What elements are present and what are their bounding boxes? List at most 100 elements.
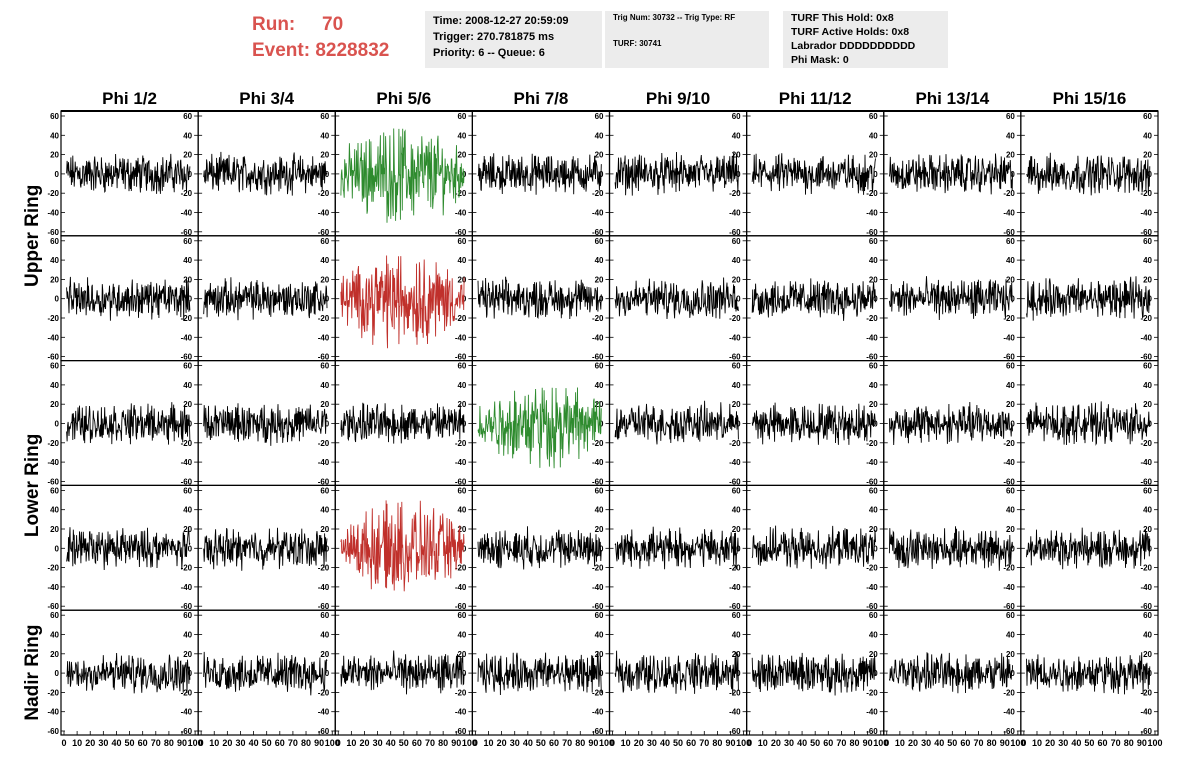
y-tick-label: -20 <box>729 439 741 448</box>
waveform-trace <box>203 527 328 571</box>
y-tick-label: 60 <box>732 611 741 620</box>
y-tick-label: -60 <box>1140 353 1152 362</box>
y-tick-label: -20 <box>181 314 193 323</box>
y-tick-label: -60 <box>181 353 193 362</box>
y-tick-label: -40 <box>318 333 330 342</box>
x-tick-label: 40 <box>660 738 670 748</box>
y-tick-label: -60 <box>47 727 59 736</box>
y-tick-label: 60 <box>1006 112 1015 121</box>
y-tick-label: -20 <box>729 688 741 697</box>
y-tick-label: 60 <box>869 362 878 371</box>
waveform-trace <box>888 153 1014 195</box>
y-tick-label: -40 <box>455 458 467 467</box>
y-tick-label: -60 <box>866 602 878 611</box>
column-label: Phi 5/6 <box>376 89 431 108</box>
run-event-block: Run: 70 Event: 8228832 <box>252 12 389 64</box>
y-tick-label: -40 <box>866 209 878 218</box>
x-tick-label: 70 <box>425 738 435 748</box>
x-tick-label: 80 <box>575 738 585 748</box>
column-label: Phi 1/2 <box>102 89 157 108</box>
x-tick-label: 40 <box>523 738 533 748</box>
y-tick-label: -20 <box>866 189 878 198</box>
y-tick-label: -40 <box>592 583 604 592</box>
y-tick-label: 60 <box>595 362 604 371</box>
waveform-trace <box>1026 152 1151 196</box>
x-tick-label: 90 <box>1000 738 1010 748</box>
y-tick-label: -20 <box>47 564 59 573</box>
turf-active-line: TURF Active Holds: 0x8 <box>791 26 910 38</box>
x-tick-label: 30 <box>647 738 657 748</box>
y-tick-label: -40 <box>729 333 741 342</box>
y-tick-label: -20 <box>1003 688 1015 697</box>
y-tick-label: 0 <box>55 544 60 553</box>
y-tick-label: -60 <box>1003 727 1015 736</box>
waveform-trace <box>66 153 191 194</box>
y-tick-label: 0 <box>325 544 330 553</box>
x-tick-label: 30 <box>373 738 383 748</box>
y-tick-label: 20 <box>1006 525 1015 534</box>
y-tick-label: -20 <box>866 688 878 697</box>
y-tick-label: 40 <box>869 131 878 140</box>
x-tick-label: 0 <box>884 738 889 748</box>
y-tick-label: 20 <box>1143 275 1152 284</box>
y-tick-label: -20 <box>455 189 467 198</box>
x-tick-label: 20 <box>85 738 95 748</box>
y-tick-label: -40 <box>181 333 193 342</box>
x-tick-label: 0 <box>1021 738 1026 748</box>
y-tick-label: 40 <box>50 381 59 390</box>
turf-info-box: TURF This Hold: 0x8 TURF Active Holds: 0… <box>783 11 948 68</box>
y-tick-label: 60 <box>869 486 878 495</box>
y-tick-label: -40 <box>47 209 59 218</box>
y-tick-label: 0 <box>462 420 467 429</box>
y-tick-label: -20 <box>866 564 878 573</box>
x-tick-label: 70 <box>1111 738 1121 748</box>
y-tick-label: 20 <box>1006 400 1015 409</box>
waveform-trace <box>66 276 191 322</box>
event-line: Event: 8228832 <box>252 38 389 64</box>
y-tick-label: 60 <box>1006 237 1015 246</box>
y-tick-label: -60 <box>47 228 59 237</box>
y-tick-label: -20 <box>181 564 193 573</box>
y-tick-label: -60 <box>181 727 193 736</box>
y-tick-label: -20 <box>592 189 604 198</box>
y-tick-label: 20 <box>869 400 878 409</box>
y-tick-label: 0 <box>599 170 604 179</box>
y-tick-label: 40 <box>50 631 59 640</box>
waveform-trace <box>614 151 739 196</box>
y-tick-label: 20 <box>1143 400 1152 409</box>
run-line: Run: 70 <box>252 12 389 38</box>
y-tick-label: 60 <box>457 611 466 620</box>
y-tick-label: 60 <box>50 112 59 121</box>
y-tick-label: -60 <box>1140 602 1152 611</box>
y-tick-label: 40 <box>1143 631 1152 640</box>
y-tick-label: -60 <box>318 602 330 611</box>
y-tick-label: -60 <box>318 727 330 736</box>
priority-line: Priority: 6 -- Queue: 6 <box>433 47 545 59</box>
y-tick-label: -40 <box>1003 209 1015 218</box>
y-tick-label: 20 <box>595 525 604 534</box>
y-tick-label: 60 <box>595 486 604 495</box>
y-tick-label: 20 <box>183 151 192 160</box>
waveform-trace <box>477 526 602 570</box>
y-tick-label: 0 <box>188 170 193 179</box>
column-label: Phi 15/16 <box>1053 89 1127 108</box>
y-tick-label: 20 <box>320 151 329 160</box>
column-label: Phi 13/14 <box>915 89 989 108</box>
y-tick-label: -40 <box>1140 333 1152 342</box>
y-tick-label: -20 <box>455 688 467 697</box>
y-tick-label: -60 <box>318 477 330 486</box>
y-tick-label: 20 <box>457 275 466 284</box>
trig-num-line: Trig Num: 30732 -- Trig Type: RF <box>613 13 736 22</box>
x-tick-label: 40 <box>386 738 396 748</box>
y-tick-label: -60 <box>866 477 878 486</box>
x-tick-label: 20 <box>222 738 232 748</box>
x-tick-label: 90 <box>726 738 736 748</box>
column-label: Phi 7/8 <box>514 89 569 108</box>
y-tick-label: 40 <box>595 256 604 265</box>
y-tick-label: 20 <box>50 400 59 409</box>
event-value: 8228832 <box>315 40 390 61</box>
x-tick-label: 70 <box>836 738 846 748</box>
x-tick-label: 50 <box>125 738 135 748</box>
y-tick-label: 40 <box>1143 131 1152 140</box>
y-tick-label: -20 <box>318 439 330 448</box>
